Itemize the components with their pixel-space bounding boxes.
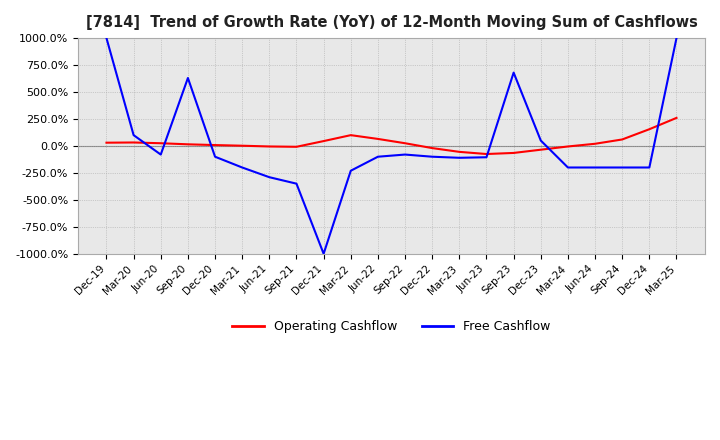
Operating Cashflow [590, 141, 599, 147]
Free Cashflow [428, 154, 436, 159]
Free Cashflow [265, 175, 274, 180]
Operating Cashflow [482, 151, 491, 157]
Free Cashflow [672, 36, 681, 41]
Operating Cashflow [672, 115, 681, 121]
Legend: Operating Cashflow, Free Cashflow: Operating Cashflow, Free Cashflow [228, 315, 556, 338]
Operating Cashflow [455, 149, 464, 154]
Free Cashflow [346, 168, 355, 173]
Free Cashflow [509, 70, 518, 75]
Operating Cashflow [374, 136, 382, 142]
Free Cashflow [401, 152, 410, 157]
Operating Cashflow [156, 141, 165, 146]
Free Cashflow [211, 154, 220, 159]
Free Cashflow [292, 181, 301, 186]
Operating Cashflow [509, 150, 518, 156]
Operating Cashflow [238, 143, 246, 148]
Operating Cashflow [265, 144, 274, 149]
Free Cashflow [374, 154, 382, 159]
Free Cashflow [156, 152, 165, 157]
Operating Cashflow [428, 146, 436, 151]
Operating Cashflow [618, 137, 626, 142]
Operating Cashflow [645, 127, 654, 132]
Free Cashflow [102, 36, 111, 41]
Free Cashflow [455, 155, 464, 161]
Free Cashflow [590, 165, 599, 170]
Title: [7814]  Trend of Growth Rate (YoY) of 12-Month Moving Sum of Cashflows: [7814] Trend of Growth Rate (YoY) of 12-… [86, 15, 698, 30]
Free Cashflow [184, 75, 192, 81]
Operating Cashflow [401, 141, 410, 146]
Free Cashflow [536, 138, 545, 143]
Operating Cashflow [184, 142, 192, 147]
Line: Free Cashflow: Free Cashflow [107, 38, 677, 254]
Free Cashflow [618, 165, 626, 170]
Free Cashflow [645, 165, 654, 170]
Operating Cashflow [564, 144, 572, 149]
Free Cashflow [130, 132, 138, 138]
Line: Operating Cashflow: Operating Cashflow [107, 118, 677, 154]
Free Cashflow [564, 165, 572, 170]
Operating Cashflow [130, 140, 138, 145]
Operating Cashflow [536, 147, 545, 152]
Operating Cashflow [319, 139, 328, 144]
Operating Cashflow [102, 140, 111, 145]
Free Cashflow [482, 154, 491, 160]
Operating Cashflow [346, 132, 355, 138]
Operating Cashflow [292, 144, 301, 150]
Free Cashflow [319, 251, 328, 257]
Free Cashflow [238, 165, 246, 170]
Operating Cashflow [211, 143, 220, 148]
